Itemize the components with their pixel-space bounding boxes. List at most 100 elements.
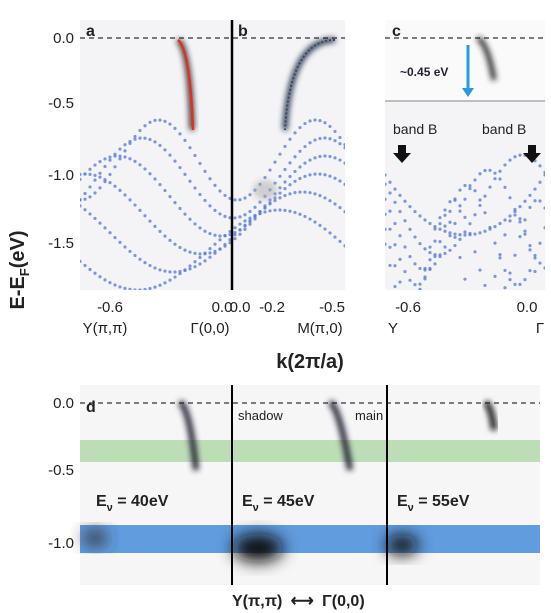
panel-label: c [392, 23, 401, 40]
calc-dot [543, 306, 546, 309]
band-label: band B [482, 121, 526, 137]
calc-dot [483, 229, 487, 233]
calc-dot [503, 163, 507, 167]
panel-d: d shadow main Eν = 40eV Eν = 45eV Eν = 5… [80, 385, 540, 610]
calc-dot [298, 149, 302, 153]
calc-dot [233, 198, 237, 202]
calc-dot [188, 146, 192, 150]
calc-dot [513, 253, 517, 257]
calc-dot [498, 296, 501, 299]
band [476, 35, 497, 81]
calc-dot [448, 200, 452, 204]
label-text: E [96, 493, 107, 510]
calc-dot [258, 200, 262, 204]
calc-dot [385, 173, 387, 177]
calc-dot [278, 196, 282, 200]
calc-dot [173, 201, 177, 205]
x-tick-label: -0.5 [319, 299, 345, 316]
calc-dot [328, 154, 332, 159]
arrow [523, 145, 541, 163]
calc-dot [238, 215, 242, 219]
calc-dot [438, 254, 442, 259]
band [327, 399, 353, 471]
calc-dot [493, 171, 497, 175]
calc-dot [338, 206, 342, 210]
calc-dot [208, 204, 212, 208]
calc-dot [478, 172, 482, 176]
calc-dot [98, 175, 102, 179]
calc-dot [508, 214, 512, 218]
calc-dot [518, 153, 522, 157]
calc-dot [168, 278, 172, 282]
calc-dot [193, 265, 197, 269]
calc-dot [338, 179, 342, 183]
calc-dot [133, 134, 137, 139]
calc-dot [303, 121, 307, 126]
calc-dot [543, 173, 545, 177]
calc-dot [273, 199, 277, 203]
calc-dot [443, 251, 447, 256]
calc-dot [123, 245, 127, 249]
arrow: ⟷ [291, 593, 314, 610]
calc-dot [423, 247, 427, 251]
calc-dot [263, 210, 267, 214]
calc-dot [153, 118, 157, 123]
calc-dot [533, 187, 537, 191]
calc-dot [88, 212, 92, 216]
calc-dot [453, 243, 457, 248]
calc-dot [118, 154, 122, 158]
calc-dot [493, 177, 497, 181]
calc-dot [173, 275, 177, 279]
calc-dot [293, 131, 297, 135]
arrow-head [462, 88, 474, 97]
calc-dot [438, 216, 442, 220]
calc-dot [118, 188, 122, 192]
calc-dot [503, 185, 507, 189]
calc-dot [385, 242, 387, 246]
calc-dot [80, 259, 82, 263]
calc-dot [523, 229, 527, 233]
calc-dot [385, 212, 387, 216]
calc-dot [338, 135, 342, 140]
calc-dot [288, 137, 292, 141]
calc-dot [523, 199, 527, 203]
calc-dot [158, 118, 162, 122]
calc-dot [423, 266, 427, 271]
calc-dot [123, 155, 127, 159]
calc-dot [223, 242, 227, 247]
calc-dot [208, 251, 212, 255]
y-tick-label: -1.0 [48, 535, 74, 552]
calc-dot [493, 274, 497, 278]
calc-dot [128, 249, 132, 254]
calc-dot [538, 290, 541, 293]
x-tick-label: -0.2 [259, 299, 285, 316]
panel-frame [80, 385, 540, 585]
band-fit [177, 39, 195, 131]
calc-dot [533, 253, 537, 258]
calc-dot [323, 154, 327, 158]
calc-dot [478, 231, 482, 235]
point-label: Γ(0,0) [190, 320, 229, 337]
highlight-band [80, 525, 540, 553]
calc-dot [83, 191, 87, 196]
calc-dot [273, 196, 277, 200]
calc-dot [478, 268, 482, 272]
calc-dot [543, 206, 545, 210]
calc-dot [473, 309, 476, 312]
calc-dot [323, 136, 327, 140]
calc-dot [478, 198, 482, 202]
calc-dot [403, 199, 407, 203]
calc-dot [233, 237, 237, 241]
calc-dot [448, 231, 452, 235]
calc-dot [263, 175, 267, 180]
calc-dot [243, 227, 247, 231]
calc-dot [148, 286, 152, 290]
calc-dot [513, 207, 517, 212]
calc-dot [293, 155, 297, 159]
calc-dot [148, 219, 152, 223]
calc-dot [218, 238, 222, 242]
calc-dot [518, 217, 522, 221]
calc-dot [133, 137, 137, 141]
calc-dot [513, 282, 517, 286]
